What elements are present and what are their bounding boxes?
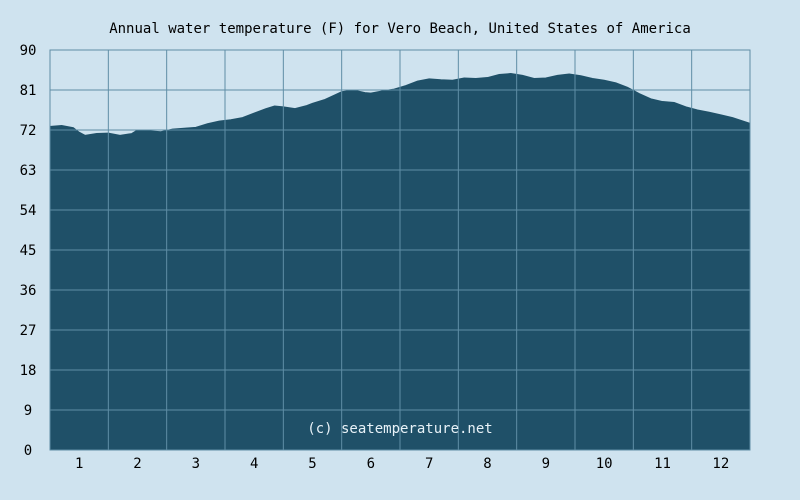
chart-title: Annual water temperature (F) for Vero Be… <box>109 21 691 37</box>
x-tick-label: 1 <box>75 456 83 472</box>
y-tick-label: 36 <box>20 283 37 299</box>
watermark: (c) seatemperature.net <box>307 421 492 437</box>
x-tick-label: 4 <box>250 456 258 472</box>
y-tick-label: 81 <box>20 83 37 99</box>
x-tick-label: 9 <box>542 456 550 472</box>
x-tick-label: 8 <box>483 456 491 472</box>
x-tick-label: 5 <box>308 456 316 472</box>
x-tick-label: 3 <box>192 456 200 472</box>
x-tick-label: 11 <box>654 456 671 472</box>
y-tick-label: 63 <box>20 163 37 179</box>
y-tick-label: 9 <box>24 403 32 419</box>
x-axis: 1 2 3 4 5 6 7 8 9 10 11 12 <box>75 456 729 472</box>
grid-layer <box>50 49 750 451</box>
x-tick-label: 7 <box>425 456 433 472</box>
x-tick-label: 12 <box>712 456 729 472</box>
y-tick-label: 0 <box>24 443 32 459</box>
y-axis: 0 9 18 27 36 45 54 63 72 81 90 <box>20 43 37 459</box>
x-tick-label: 10 <box>596 456 613 472</box>
x-tick-label: 6 <box>367 456 375 472</box>
y-tick-label: 90 <box>20 43 37 59</box>
x-tick-label: 2 <box>133 456 141 472</box>
y-tick-label: 27 <box>20 323 37 339</box>
y-tick-label: 72 <box>20 123 37 139</box>
plot-frame <box>49 49 751 451</box>
y-tick-label: 54 <box>20 203 37 219</box>
y-tick-label: 18 <box>20 363 37 379</box>
y-tick-label: 45 <box>20 243 37 259</box>
